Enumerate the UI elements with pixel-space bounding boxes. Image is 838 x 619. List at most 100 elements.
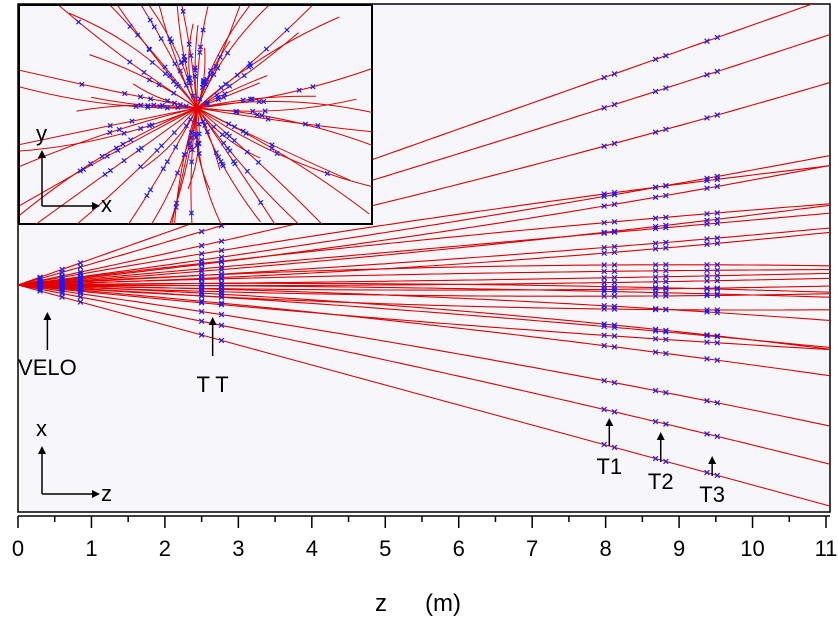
inset-hit-33-2 <box>171 100 178 106</box>
hit-5-8 <box>663 214 669 221</box>
inset-track-7 <box>196 107 323 224</box>
inset-axes-indicator: x y <box>36 121 112 217</box>
hit-25-7 <box>652 387 659 394</box>
inset-hit-34-2 <box>146 77 153 83</box>
station-arrowhead-4 <box>708 456 717 464</box>
hit-6-3 <box>198 261 205 268</box>
inset-hit-10-4 <box>213 149 219 156</box>
hit-10-7 <box>652 240 659 247</box>
hit-25-9 <box>704 397 710 404</box>
inset-hit-58-0 <box>249 96 255 102</box>
hit-22-9 <box>704 307 710 313</box>
inset-hit-17-1 <box>187 135 194 141</box>
hit-25-6 <box>611 379 618 386</box>
inset-track-31 <box>20 86 198 109</box>
inset-hit-51-0 <box>211 71 217 78</box>
inset-hit-24-0 <box>120 141 126 147</box>
track-23 <box>18 284 830 377</box>
inset-hit-28-1 <box>129 118 135 124</box>
inset-hit-40-0 <box>167 36 173 42</box>
inset-hit-20-0 <box>144 193 150 199</box>
hit-2-8 <box>663 126 669 133</box>
inset-hit-22-3 <box>171 129 177 136</box>
inset-hit-37-1 <box>162 64 168 70</box>
track-10 <box>18 227 830 286</box>
hit-27-2 <box>77 299 84 305</box>
hit-26-10 <box>714 433 721 440</box>
hit-16-9 <box>704 278 710 284</box>
hit-24-3 <box>198 299 205 306</box>
inset-hit-47-3 <box>200 27 206 33</box>
inset-track-22 <box>76 107 198 224</box>
hit-0-6 <box>611 71 618 77</box>
inset-track-20 <box>128 107 198 224</box>
inset-hit-23-0 <box>121 158 127 164</box>
inset-hit-56-0 <box>215 96 222 103</box>
hit-1-3 <box>198 228 205 235</box>
track-2 <box>18 81 830 286</box>
inset-hit-46-3 <box>200 77 207 83</box>
hit-3-3 <box>198 250 205 257</box>
inset-track-36 <box>58 6 198 109</box>
inset-hit-17-0 <box>186 140 193 147</box>
hit-1-9 <box>704 71 710 78</box>
hit-15-6 <box>611 288 618 295</box>
inset-track-14 <box>190 107 198 224</box>
hit-22-8 <box>663 306 669 313</box>
inset-hit-20-2 <box>164 159 170 165</box>
inset-track-54 <box>196 16 340 109</box>
hit-20-10 <box>714 292 721 299</box>
hit-6-9 <box>704 185 710 192</box>
hit-6-6 <box>611 201 618 208</box>
hit-5-9 <box>704 210 710 217</box>
inset-hit-40-2 <box>168 39 175 45</box>
inset-hit-8-3 <box>227 148 233 154</box>
hit-20-5 <box>601 293 607 300</box>
x-tick-label-2: 2 <box>159 536 171 561</box>
hit-23-6 <box>611 344 618 350</box>
hit-24-8 <box>663 336 669 343</box>
hit-14-10 <box>714 272 721 279</box>
hit-4-9 <box>704 175 710 182</box>
inset-hit-33-3 <box>177 102 184 108</box>
hit-16-8 <box>663 278 669 285</box>
inset-hit-1-1 <box>315 123 321 129</box>
track-0 <box>18 4 814 286</box>
hit-10-8 <box>663 239 669 246</box>
hit-26-9 <box>704 431 710 437</box>
inset-track-21 <box>142 107 198 169</box>
indicator-vertical-label: x <box>36 416 47 441</box>
station-arrowhead-3 <box>656 432 665 440</box>
inset-hit-0-1 <box>261 98 267 105</box>
inset-hit-21-1 <box>187 116 194 122</box>
inset-hit-29-0 <box>138 102 144 108</box>
hit-24-5 <box>601 332 607 339</box>
x-axis: 0 1 2 3 4 5 6 7 8 9 10 11 <box>12 515 837 561</box>
hit-9-5 <box>601 262 607 268</box>
hit-23-5 <box>601 342 607 349</box>
inset-hit-39-2 <box>158 36 164 42</box>
inset-hit-layer <box>75 6 331 216</box>
inset-hit-48-0 <box>217 54 223 60</box>
hit-2-7 <box>652 129 659 136</box>
inset-track-1 <box>196 107 372 133</box>
inset-hit-34-0 <box>171 90 177 96</box>
inset-track-39 <box>141 6 198 109</box>
hit-8-5 <box>601 229 607 236</box>
inset-hit-44-2 <box>187 75 193 81</box>
hit-9-6 <box>611 262 618 268</box>
hit-25-10 <box>714 400 721 406</box>
inset-hit-27-2 <box>121 130 127 136</box>
hit-22-3 <box>198 293 205 299</box>
inset-hit-50-0 <box>204 76 210 82</box>
hit-23-7 <box>652 349 659 355</box>
track-5 <box>18 203 830 286</box>
hit-14-3 <box>198 280 205 287</box>
inset-track-59 <box>196 98 357 112</box>
hit-20-4 <box>218 288 225 295</box>
hit-1-2 <box>77 264 84 270</box>
hit-18-6 <box>611 286 618 293</box>
inset-hit-12-1 <box>196 150 202 157</box>
inset-hit-7-0 <box>255 159 262 165</box>
inset-hit-23-3 <box>107 167 114 174</box>
